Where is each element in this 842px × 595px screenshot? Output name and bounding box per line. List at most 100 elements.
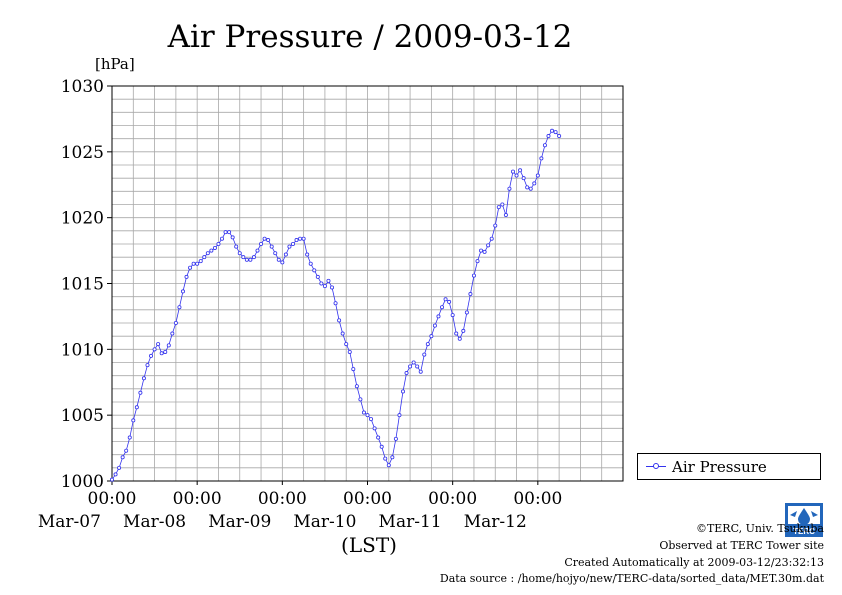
data-point bbox=[464, 310, 469, 315]
data-point bbox=[156, 342, 161, 347]
data-point bbox=[290, 241, 295, 246]
data-point bbox=[457, 336, 462, 341]
data-point bbox=[489, 236, 494, 241]
y-axis-ticks: 1000 1005 1010 1015 1020 1025 1030 bbox=[61, 77, 112, 492]
data-point bbox=[251, 255, 256, 260]
data-point bbox=[117, 465, 122, 470]
data-point bbox=[202, 255, 207, 260]
data-point bbox=[542, 143, 547, 148]
data-point bbox=[432, 323, 437, 328]
x-tick-time-label: 00:00 bbox=[173, 489, 222, 509]
data-point bbox=[301, 236, 306, 241]
data-point bbox=[198, 259, 203, 264]
data-point bbox=[170, 331, 175, 336]
data-point bbox=[205, 251, 210, 256]
data-point bbox=[259, 241, 264, 246]
data-point bbox=[557, 134, 562, 139]
data-point bbox=[166, 343, 171, 348]
data-point bbox=[124, 448, 129, 453]
data-point bbox=[230, 235, 235, 240]
data-point bbox=[340, 331, 345, 336]
data-point bbox=[369, 417, 374, 422]
data-point bbox=[312, 268, 317, 273]
data-point bbox=[479, 248, 484, 253]
x-tick-time-label: 00:00 bbox=[513, 489, 562, 509]
legend: Air Pressure bbox=[637, 453, 821, 480]
data-point bbox=[141, 376, 146, 381]
data-point bbox=[510, 169, 515, 174]
legend-marker bbox=[653, 463, 659, 469]
data-point bbox=[180, 289, 185, 294]
x-tick-time-label: 00:00 bbox=[258, 489, 307, 509]
data-point bbox=[298, 236, 303, 241]
data-point bbox=[319, 281, 324, 286]
data-point bbox=[415, 364, 420, 369]
data-point bbox=[212, 245, 217, 250]
data-series bbox=[110, 128, 562, 482]
data-point bbox=[436, 314, 441, 319]
data-point bbox=[532, 181, 537, 186]
data-point bbox=[486, 243, 491, 248]
data-point bbox=[393, 436, 398, 441]
data-point bbox=[227, 230, 232, 235]
data-point bbox=[372, 426, 377, 431]
data-point bbox=[361, 410, 366, 415]
x-tick-date-label: Mar-12 bbox=[464, 512, 527, 532]
data-point bbox=[159, 351, 164, 356]
data-point bbox=[333, 301, 338, 306]
data-point bbox=[500, 202, 505, 207]
data-point bbox=[429, 334, 434, 339]
data-point bbox=[390, 455, 395, 460]
data-point bbox=[138, 390, 143, 395]
data-point bbox=[191, 261, 196, 266]
data-point bbox=[347, 349, 352, 354]
credit-observed: Observed at TERC Tower site bbox=[659, 539, 824, 552]
x-tick-time-label: 00:00 bbox=[343, 489, 392, 509]
data-point bbox=[149, 353, 154, 358]
data-point bbox=[262, 236, 267, 241]
data-point bbox=[248, 257, 253, 262]
data-point bbox=[163, 349, 168, 354]
data-point bbox=[145, 363, 150, 368]
data-point bbox=[503, 213, 508, 218]
x-tick-time-label: 00:00 bbox=[88, 489, 137, 509]
data-point bbox=[525, 185, 530, 190]
data-point bbox=[287, 244, 292, 249]
data-point bbox=[266, 238, 271, 243]
credit-created: Created Automatically at 2009-03-12/23:3… bbox=[564, 556, 824, 569]
y-axis-unit-label: [hPa] bbox=[95, 55, 135, 73]
grid-lines bbox=[112, 86, 623, 481]
data-point bbox=[322, 284, 327, 289]
data-point bbox=[507, 186, 512, 191]
data-point bbox=[411, 360, 416, 365]
data-point bbox=[280, 260, 285, 265]
data-point bbox=[237, 251, 242, 256]
data-point bbox=[386, 463, 391, 468]
data-point bbox=[539, 156, 544, 161]
data-point bbox=[269, 244, 274, 249]
data-point bbox=[173, 320, 178, 325]
data-point bbox=[383, 456, 388, 461]
data-point bbox=[514, 173, 519, 178]
data-point bbox=[305, 252, 310, 257]
data-point bbox=[354, 384, 359, 389]
x-axis-label: (LST) bbox=[341, 533, 397, 557]
data-point bbox=[351, 367, 356, 372]
data-point bbox=[528, 186, 533, 191]
data-point bbox=[216, 241, 221, 246]
data-point bbox=[244, 257, 249, 262]
data-point bbox=[110, 477, 115, 482]
data-point bbox=[195, 261, 200, 266]
data-point bbox=[276, 257, 281, 262]
y-tick-label: 1010 bbox=[61, 340, 104, 360]
logo-text: TERC bbox=[793, 527, 815, 536]
data-point bbox=[422, 352, 427, 357]
data-point bbox=[546, 134, 551, 139]
data-point bbox=[220, 236, 225, 241]
data-point bbox=[344, 342, 349, 347]
data-point bbox=[131, 418, 136, 423]
data-point bbox=[535, 173, 540, 178]
x-tick-date-label: Mar-10 bbox=[293, 512, 356, 532]
data-point bbox=[209, 248, 214, 253]
data-point bbox=[425, 342, 430, 347]
